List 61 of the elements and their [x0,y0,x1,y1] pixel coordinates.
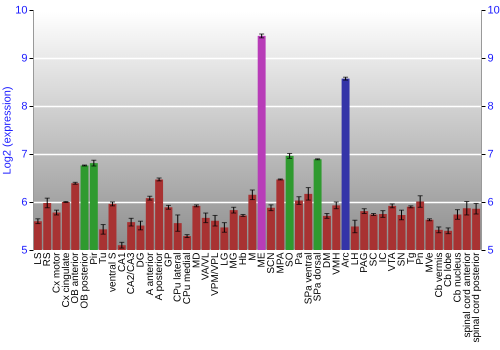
x-tick-label: VA/VL [200,252,212,280]
x-tick-label: CA1 [116,252,128,272]
y-tick-label: 10 [15,4,28,16]
y2-tick-label: 9 [488,52,494,64]
x-tick-label: DG [135,252,146,268]
y-axis-title: Log2 (expression) [1,86,14,175]
x-tick-label: A anterior [144,252,156,296]
y-tick-label: 5 [21,244,28,256]
x-tick-label: ME [256,252,268,268]
x-tick-label: Cb lobe [443,252,454,287]
x-tick-label: Pa [294,252,305,265]
x-tick-label: ventral S [107,252,118,292]
x-tick-label: MD [191,252,202,268]
x-tick-label: spinal cord anterior [462,252,473,338]
x-tick-label: spinal cord posterior [471,252,482,343]
x-tick-label: Tu [98,252,110,264]
x-tick-label: Cx cingulate [60,252,72,308]
x-tick-label: SCN [266,252,277,274]
y-tick-label: 8 [21,100,28,112]
x-tick-label: A posterior [154,252,166,300]
y2-tick-label: 5 [488,244,494,256]
y2-tick-label: 8 [488,100,494,112]
x-tick-label: RS [42,252,54,266]
x-tick-label: VPM/VPL [210,252,222,296]
y2-tick-label: 6 [488,196,494,208]
x-tick-label: MG [228,252,240,269]
x-tick-label: OB posterior [80,252,91,309]
x-tick-label: IC [378,252,389,262]
y-tick-label: 9 [21,52,28,64]
y2-tick-label: 10 [488,4,500,16]
y-tick-label: 6 [21,196,28,208]
x-tick-label: VTA [387,252,398,272]
x-tick-label: SPa dorsal [312,252,324,302]
x-tick-label: M [247,252,258,261]
x-tick-label: Cb nucleus [452,252,464,303]
x-tick-label: VMH [331,252,342,275]
x-tick-label: LS [32,252,44,265]
x-tick-label: Pn [415,252,426,265]
y2-tick-label: 7 [488,148,494,160]
x-tick-label: CPu lateral [172,252,184,302]
x-tick-label: Arc [340,252,352,268]
x-tick-label: Hb [238,252,250,266]
x-tick-label: MVe [424,252,436,273]
x-tick-label: LH [350,252,361,266]
x-tick-label: SC [368,252,380,266]
y-tick-label: 7 [21,148,28,160]
x-tick-label: CPu medial [182,252,194,304]
x-tick-label: Cb vermis [434,252,445,298]
x-tick-label: LG [219,252,230,266]
x-tick-label: Cx motor [52,252,63,294]
x-tick-label: Pir [88,252,100,265]
x-tick-label: MPA [275,252,286,274]
x-tick-label: SN [396,252,408,266]
x-tick-label: PAG [359,252,370,273]
x-tick-label: SPa ventral [303,252,314,304]
x-tick-label: DM [322,252,333,268]
x-tick-label: SO [284,252,296,267]
x-tick-label: GP [163,252,174,267]
x-tick-label: Tg [406,252,417,264]
x-tick-label: CA2/CA3 [126,252,138,294]
x-tick-label: OB anterior [70,252,82,304]
